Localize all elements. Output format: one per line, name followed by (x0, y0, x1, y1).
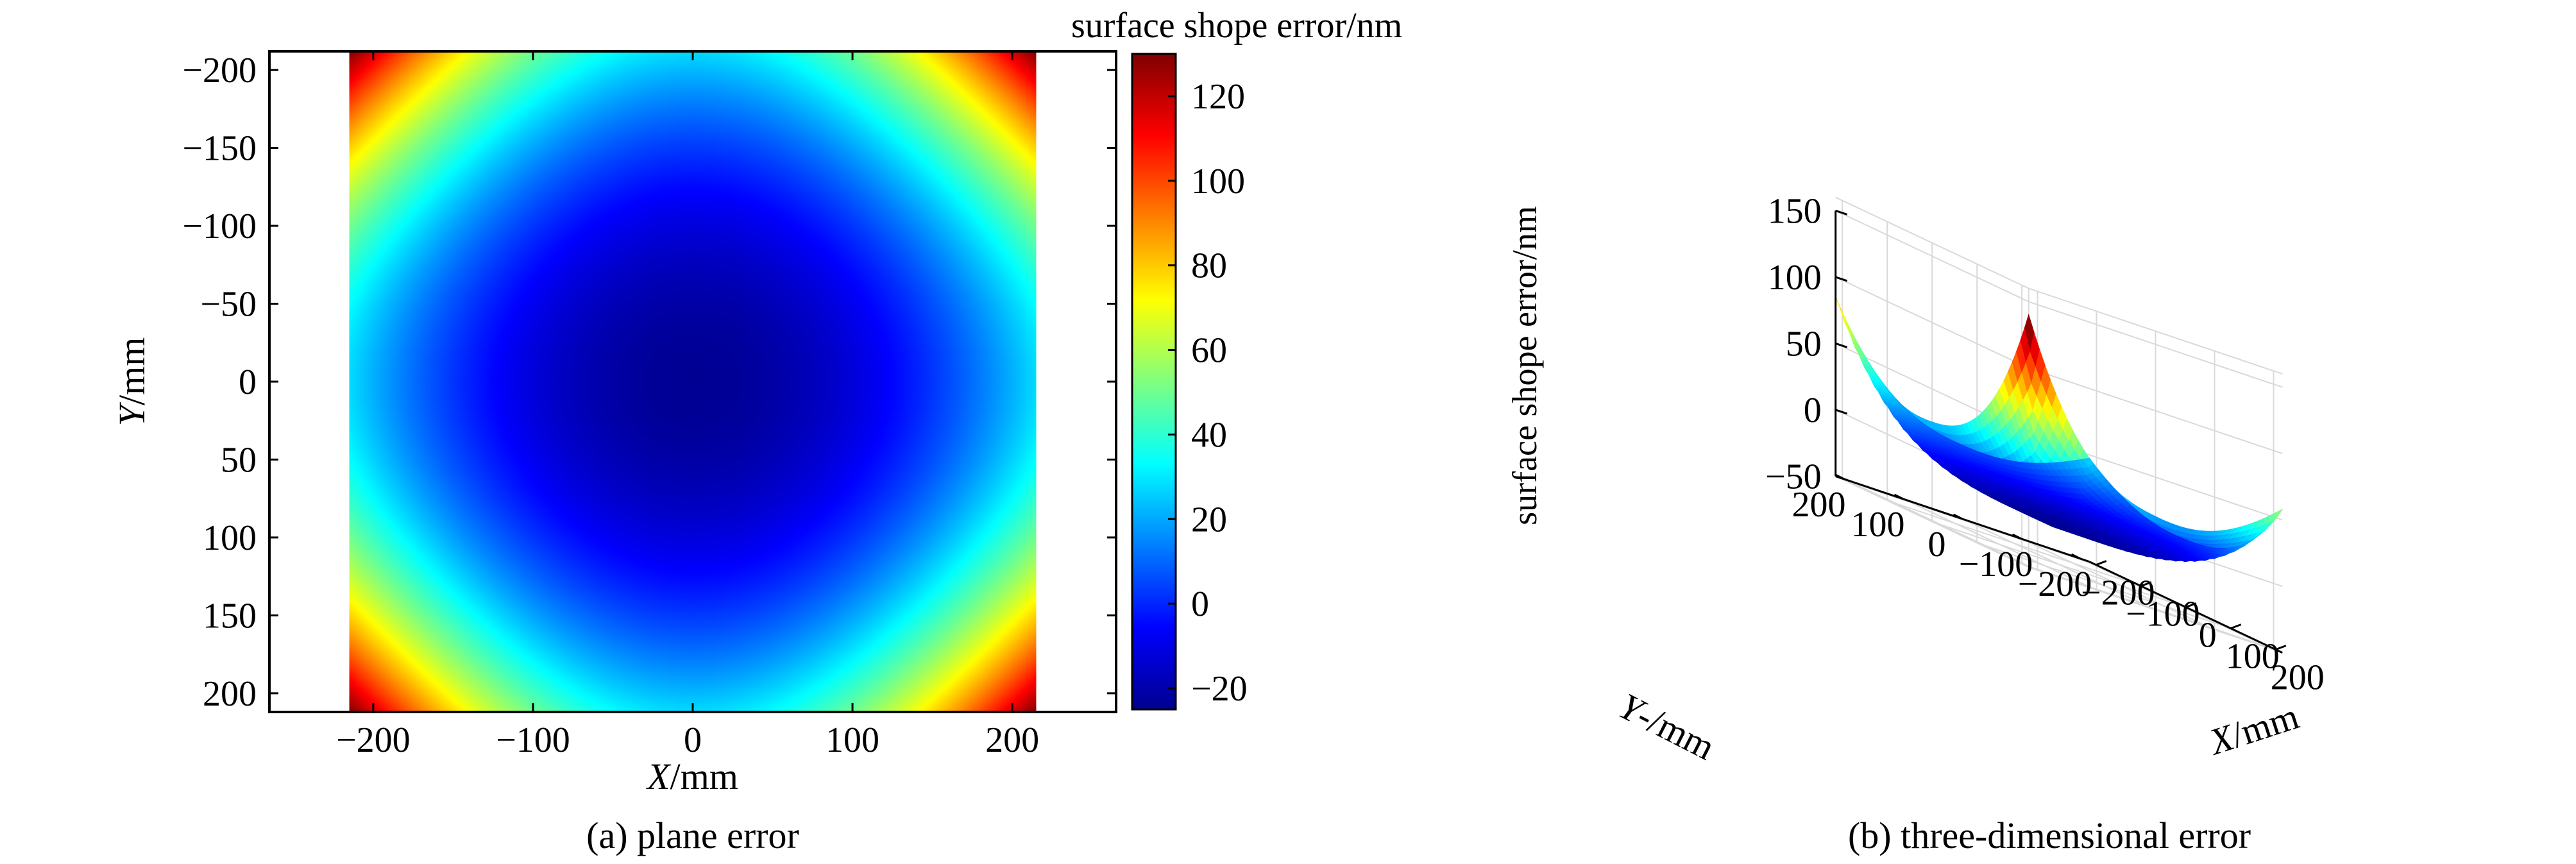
z-tick-label-b: 150 (1768, 191, 1822, 231)
gridline-floor-y (1962, 518, 2156, 611)
y-tick-label-b: 0 (1928, 525, 1946, 564)
y-tick-b (1953, 513, 1963, 520)
y-tick-label-a: 100 (203, 518, 257, 558)
x-tick-label-a: 100 (826, 720, 879, 760)
x-tick-b (2275, 645, 2287, 651)
colorbar (1132, 54, 1176, 709)
gridline-floor-y (1903, 498, 2097, 591)
colorbar-tick-label: 80 (1191, 246, 1227, 286)
x-tick-b (2140, 581, 2152, 588)
heatmap-image (349, 51, 1037, 712)
colorbar-axis: −20 0 20 40 60 80 100 120 (1168, 77, 1248, 709)
colorbar-tick-label: −20 (1191, 669, 1248, 709)
z-axis-title-b: surface shope error/nm (1505, 206, 1544, 525)
x-tick-label-b: −100 (2126, 595, 2200, 634)
x-tick-b (2096, 560, 2107, 566)
surface-mesh (1835, 296, 2283, 562)
y-axis-title-b-unit: -/mm (1631, 694, 1721, 768)
colorbar-tick-label: 20 (1191, 500, 1227, 539)
x-tick-b (2185, 602, 2197, 609)
y-tick-label-a: −50 (200, 285, 257, 325)
x-tick-label-b: 100 (2226, 637, 2280, 677)
z-tick-label-b: 0 (1804, 391, 1822, 430)
y-axis-line-b (1835, 475, 2090, 563)
y-tick-b (2071, 553, 2081, 560)
y-tick-label-b: −200 (2018, 564, 2092, 604)
x-tick-label-b: 200 (2271, 658, 2325, 698)
x-tick-b (2230, 623, 2242, 630)
x-tick-label-a: 0 (684, 720, 702, 760)
y-axis-title-a: Y/mm (111, 337, 153, 427)
x-axis-title-b: X/mm (2203, 695, 2304, 763)
z-tick-label-b: 100 (1768, 258, 1822, 298)
x-tick-label-a: −100 (496, 720, 570, 760)
colorbar-title: surface shope error/nm (1071, 6, 1402, 46)
panel-b-three-dimensional-error: −50050100150−200−1000100200−200−10001002… (1505, 191, 2325, 856)
y-tick-label-b: 200 (1792, 485, 1846, 525)
caption-a: (a) plane error (586, 815, 799, 856)
x-axis-title-a-unit: /mm (670, 756, 738, 797)
x-tick-label-a: 200 (985, 720, 1039, 760)
caption-b: (b) three-dimensional error (1848, 815, 2251, 856)
colorbar-tick-label: 40 (1191, 415, 1227, 455)
y-tick-label-a: 150 (203, 596, 257, 636)
x-tick-label-b: −200 (2081, 573, 2155, 613)
gridline-floor-y (2021, 538, 2215, 631)
z-tick-label-b: −50 (1765, 457, 1822, 496)
z-tick-b (1835, 209, 1848, 216)
y-axis-a: −200 −150 −100 −50 0 50 100 150 200 (182, 51, 1116, 714)
axes-b: −50050100150−200−1000100200−200−10001002… (1765, 191, 2325, 697)
y-tick-label-a: −100 (182, 207, 257, 246)
x-axis-a: −200 −100 0 100 200 (336, 51, 1039, 760)
x-tick-label-a: −200 (336, 720, 411, 760)
colorbar-tick-label: 120 (1191, 77, 1245, 117)
z-tick-b (1835, 276, 1848, 282)
colorbar-tick-label: 60 (1191, 331, 1227, 371)
colorbar-frame (1131, 53, 1177, 711)
x-axis-title-a: X/mm (646, 756, 738, 797)
colorbar-tick-label: 100 (1191, 162, 1245, 201)
gridline-floor-y (2080, 558, 2274, 650)
y-tick-label-a: 0 (239, 362, 257, 402)
y-tick-b (2012, 533, 2022, 540)
y-tick-b (1835, 473, 1845, 480)
x-axis-title-b-unit: /mm (2226, 695, 2303, 756)
y-tick-b (1894, 493, 1904, 500)
y-tick-label-a: −200 (182, 51, 257, 90)
y-tick-label-a: 50 (221, 440, 257, 480)
pane-top-edge (1835, 196, 2283, 375)
y-tick-label-a: 200 (203, 674, 257, 714)
y-tick-label-a: −150 (182, 129, 257, 169)
y-axis-title-a-unit: /mm (111, 337, 153, 405)
gridline-floor-y (1844, 479, 2038, 571)
panel-a-plane-error: −200 −100 0 100 200 −200−150−100−50050100150… (111, 6, 1402, 856)
colorbar-tick-label: 0 (1191, 584, 1209, 624)
z-tick-b (1835, 342, 1848, 348)
y-tick-label-b: −100 (1959, 545, 2033, 584)
y-axis-title-b: Y-/mm (1613, 685, 1722, 768)
z-tick-label-b: 50 (1786, 324, 1822, 364)
x-tick-label-b: 0 (2199, 616, 2217, 656)
z-tick-b (1835, 409, 1848, 415)
y-tick-label-b: 100 (1851, 505, 1905, 545)
x-axis-title-a-var: X (646, 756, 672, 797)
surface-facet (2083, 457, 2094, 468)
y-axis-title-a-var: Y (111, 402, 153, 426)
